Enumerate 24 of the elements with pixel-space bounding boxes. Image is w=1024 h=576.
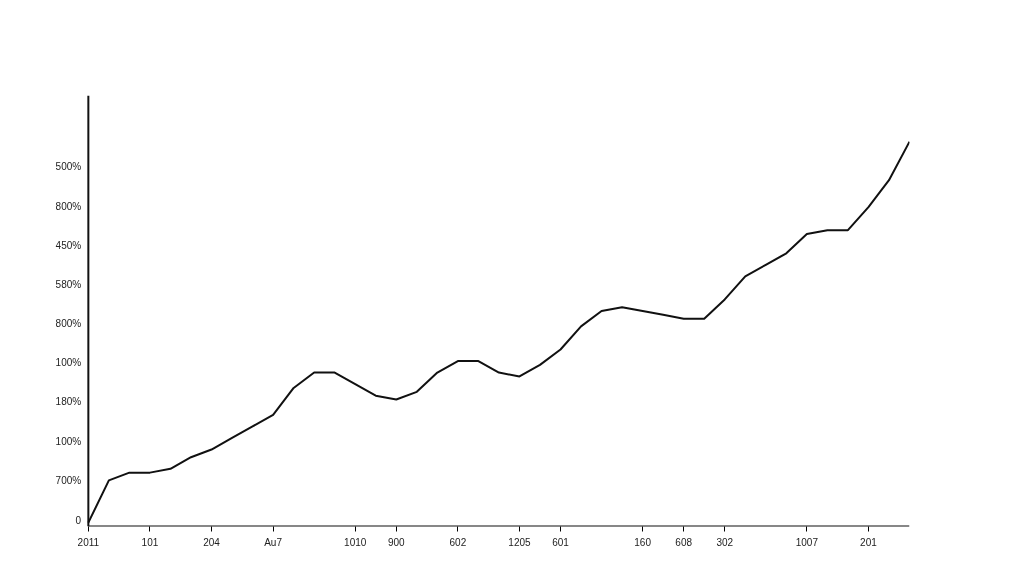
x-tick-label: 608 — [675, 536, 693, 548]
text: 500% — [55, 161, 82, 173]
x-tick-label: Au7 — [264, 536, 283, 548]
text: 700% — [55, 474, 82, 486]
text: 580% — [55, 278, 82, 290]
text: 100% — [55, 357, 82, 369]
x-tick-label: 201 — [860, 536, 878, 548]
text: 800% — [55, 200, 82, 212]
x-tick-label: 2011 — [77, 536, 100, 548]
x-tick-label: 602 — [449, 536, 467, 548]
text: 800% — [55, 318, 82, 330]
x-tick-label: 1205 — [508, 536, 532, 548]
text: 0 — [75, 514, 82, 526]
x-tick-label: 302 — [716, 536, 734, 548]
x-tick-label: 1007 — [795, 536, 819, 548]
x-tick-label: 1010 — [344, 536, 367, 548]
x-tick-label: 204 — [203, 536, 221, 548]
text: 180% — [55, 396, 82, 408]
text: 450% — [55, 239, 82, 251]
x-tick-label: 601 — [552, 536, 570, 548]
x-tick-label: 101 — [141, 536, 159, 548]
x-tick-label: 900 — [387, 536, 406, 548]
x-tick-label: 160 — [634, 536, 652, 548]
text: 100% — [55, 435, 82, 447]
